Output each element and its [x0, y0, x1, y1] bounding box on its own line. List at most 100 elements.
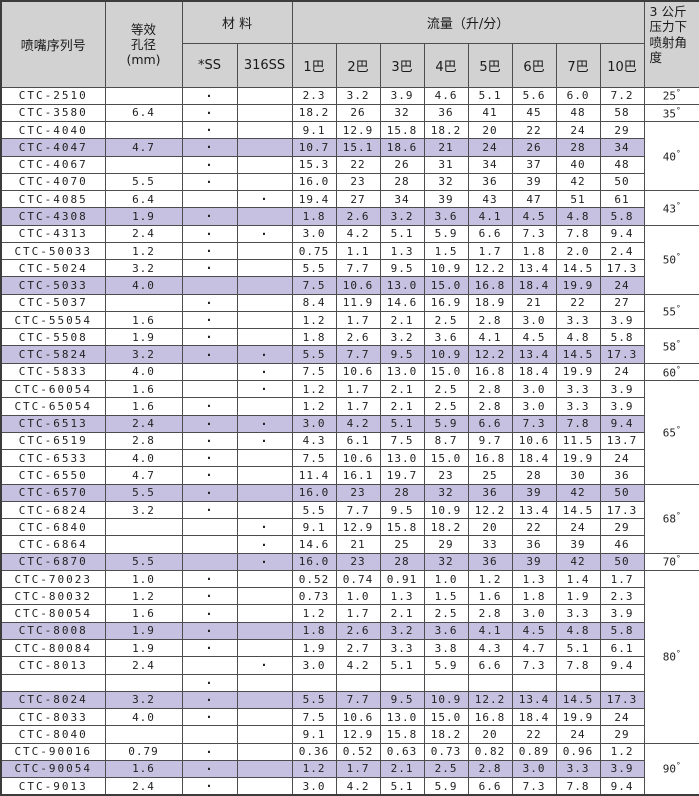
cell-flow-2巴: 7.7 [335, 690, 381, 710]
cell-flow-2巴: 22 [335, 155, 381, 174]
cell-material-316ss-dot [236, 86, 293, 105]
table-row: CTC-4313 2.4 · · 3.0 4.2 5.1 5.9 6.6 7.3 7.8 9.4 50° [0, 224, 699, 295]
cell-flow-3巴: 25 [379, 535, 425, 554]
table-header: 喷嘴序列号 等效 孔径 (mm) 材 料 流量（升/分） 3 公斤 压力下 喷射… [0, 0, 699, 88]
cell-flow-6巴: 5.6 [511, 86, 557, 105]
cell-flow-3巴: 3.2 [379, 621, 425, 641]
cell-spray-angle: 70° [643, 552, 699, 571]
cell-flow-1巴: 1.8 [291, 621, 337, 641]
cell-flow-4巴: 15.0 [423, 449, 469, 468]
cell-flow-1巴: 1.2 [291, 380, 337, 399]
cell-aperture [104, 518, 183, 537]
cell-flow-7巴: 4.8 [555, 207, 601, 226]
cell-aperture: 1.6 [104, 380, 183, 399]
cell-flow-7巴: 1.4 [555, 569, 601, 589]
cell-flow-2巴: 12.9 [335, 121, 381, 140]
cell-flow-7巴: 4.8 [555, 621, 601, 641]
cell-flow-3巴: 14.6 [379, 293, 425, 312]
col-header-pressure-3: 3巴 [379, 42, 425, 88]
cell-aperture: 6.4 [104, 103, 183, 123]
cell-material-ss-dot: · [181, 604, 238, 623]
cell-flow-5巴: 43 [467, 190, 513, 209]
cell-flow-2巴: 1.7 [335, 380, 381, 399]
cell-material-316ss-dot [236, 759, 293, 779]
cell-flow-6巴: 4.5 [511, 207, 557, 226]
cell-material-316ss-dot [236, 500, 293, 520]
cell-flow-7巴: 3.3 [555, 380, 601, 399]
cell-flow-5巴: 2.8 [467, 759, 513, 779]
cell-flow-3巴: 28 [379, 483, 425, 502]
cell-flow-1巴: 14.6 [291, 535, 337, 554]
table-row: CTC-4067 · 15.3 22 26 31 34 37 40 48 [0, 155, 699, 174]
cell-material-316ss-dot [236, 276, 293, 295]
cell-flow-1巴: 3.0 [291, 414, 337, 433]
cell-material-ss-dot: · [181, 777, 238, 796]
cell-material-316ss-dot [236, 449, 293, 468]
cell-material-316ss-dot [236, 138, 293, 157]
cell-aperture: 1.6 [104, 604, 183, 623]
cell-material-316ss-dot: · [236, 345, 293, 364]
cell-material-ss-dot [181, 190, 238, 209]
cell-flow-6巴: 37 [511, 155, 557, 174]
cell-flow-7巴: 6.0 [555, 86, 601, 105]
cell-spray-angle: 25° [643, 86, 699, 105]
cell-aperture [104, 673, 183, 692]
cell-flow-1巴: 2.3 [291, 86, 337, 105]
cell-flow-6巴: 18.4 [511, 708, 557, 727]
cell-aperture: 1.2 [104, 241, 183, 261]
cell-flow-5巴: 36 [467, 552, 513, 571]
cell-aperture: 2.4 [104, 656, 183, 675]
cell-serial: CTC-4067 [0, 155, 106, 174]
cell-material-316ss-dot [236, 328, 293, 347]
cell-flow-6巴: 18.4 [511, 362, 557, 382]
cell-flow-5巴: 20 [467, 725, 513, 744]
cell-aperture: 1.9 [104, 638, 183, 658]
cell-flow-2巴: 10.6 [335, 708, 381, 727]
cell-flow-3巴: 3.9 [379, 86, 425, 105]
cell-flow-6巴: 39 [511, 172, 557, 192]
cell-serial: CTC-6513 [0, 414, 106, 433]
cell-aperture [104, 155, 183, 174]
table-row: CTC-80032 1.2 · 0.73 1.0 1.3 1.5 1.6 1.8 1.9 2.3 [0, 587, 699, 606]
cell-flow-2巴: 26 [335, 103, 381, 123]
cell-flow-7巴: 14.5 [555, 500, 601, 520]
cell-flow-6巴: 7.3 [511, 656, 557, 675]
cell-material-ss-dot: · [181, 103, 238, 123]
table-row: CTC-8013 2.4 · 3.0 4.2 5.1 5.9 6.6 7.3 7.8 9.4 [0, 656, 699, 675]
cell-flow-2巴: 23 [335, 552, 381, 571]
cell-serial: CTC-2510 [0, 86, 106, 105]
cell-flow-4巴: 29 [423, 535, 469, 554]
cell-flow-2巴: 12.9 [335, 518, 381, 537]
cell-flow-4巴: 18.2 [423, 518, 469, 537]
cell-material-316ss-dot: · [236, 535, 293, 554]
cell-material-ss-dot: · [181, 224, 238, 243]
cell-flow-2巴: 12.9 [335, 725, 381, 744]
cell-flow-5巴: 1.2 [467, 569, 513, 589]
cell-flow-6巴: 45 [511, 103, 557, 123]
cell-flow-3巴: 3.2 [379, 207, 425, 226]
cell-material-316ss-dot [236, 673, 293, 692]
cell-flow-10巴: 17.3 [599, 259, 645, 278]
cell-flow-1巴: 1.2 [291, 310, 337, 330]
cell-flow-1巴: 10.7 [291, 138, 337, 157]
cell-material-ss-dot: · [181, 673, 238, 692]
cell-flow-6巴: 47 [511, 190, 557, 209]
cell-serial: CTC-90054 [0, 759, 106, 779]
cell-flow-3巴 [379, 673, 425, 692]
table-row: CTC-90016 0.79 · 0.36 0.52 0.63 0.73 0.82 0.89 0.… [0, 742, 699, 796]
cell-flow-4巴: 10.9 [423, 690, 469, 710]
cell-flow-10巴: 9.4 [599, 414, 645, 433]
cell-flow-2巴: 4.2 [335, 777, 381, 796]
cell-flow-4巴: 18.2 [423, 725, 469, 744]
cell-aperture: 1.6 [104, 397, 183, 416]
cell-material-ss-dot: · [181, 121, 238, 140]
cell-serial: CTC-8008 [0, 621, 106, 641]
cell-flow-7巴: 14.5 [555, 690, 601, 710]
cell-material-316ss-dot [236, 777, 293, 796]
cell-flow-6巴: 4.5 [511, 621, 557, 641]
cell-aperture [104, 86, 183, 105]
cell-flow-2巴: 2.6 [335, 207, 381, 226]
cell-flow-6巴: 0.89 [511, 742, 557, 761]
cell-flow-4巴: 15.0 [423, 362, 469, 382]
cell-flow-5巴: 6.6 [467, 414, 513, 433]
